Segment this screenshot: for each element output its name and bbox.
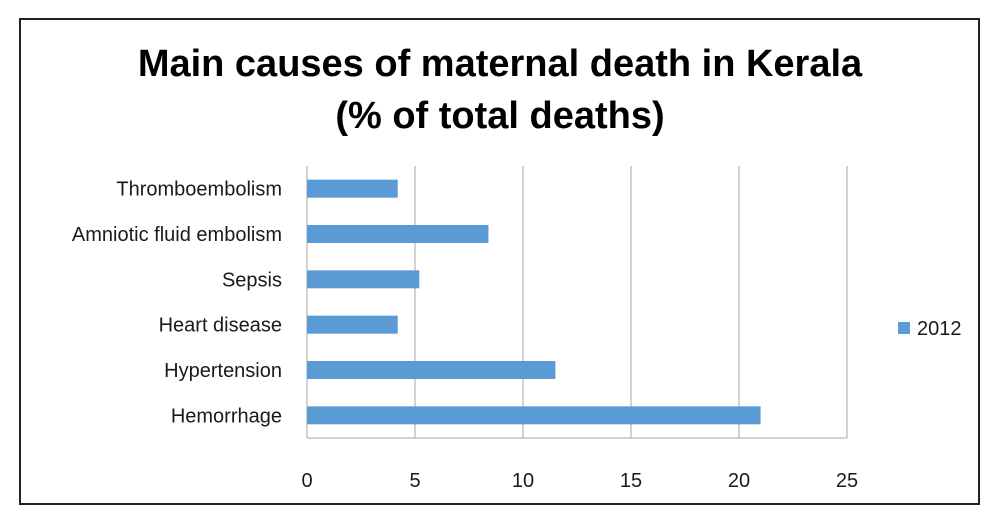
bar-hemorrhage xyxy=(307,406,761,425)
category-label-thromboembolism: Thromboembolism xyxy=(116,179,282,201)
chart-title: Main causes of maternal death in Kerala … xyxy=(0,38,1000,142)
x-tick-label-0: 0 xyxy=(301,470,312,492)
x-tick-label-25: 25 xyxy=(836,470,858,492)
bar-thromboembolism xyxy=(307,179,398,198)
category-label-hypertension: Hypertension xyxy=(164,360,282,382)
category-label-sepsis: Sepsis xyxy=(222,269,282,291)
category-label-hemorrhage: Hemorrhage xyxy=(171,405,282,427)
x-tick-label-20: 20 xyxy=(728,470,750,492)
x-tick-label-15: 15 xyxy=(620,470,642,492)
chart-title-line-1: Main causes of maternal death in Kerala xyxy=(137,43,863,85)
x-tick-label-5: 5 xyxy=(409,470,420,492)
legend-swatch xyxy=(898,322,910,334)
bar-heart-disease xyxy=(307,315,398,334)
bar-amniotic-fluid-embolism xyxy=(307,225,489,243)
bar-sepsis xyxy=(307,270,420,289)
category-label-amniotic-fluid-embolism: Amniotic fluid embolism xyxy=(72,224,282,246)
legend-label: 2012 xyxy=(917,318,962,340)
bar-hypertension xyxy=(307,361,556,379)
category-label-heart-disease: Heart disease xyxy=(159,315,282,337)
x-tick-label-10: 10 xyxy=(512,470,534,492)
chart-title-line-2: (% of total deaths) xyxy=(335,95,665,137)
